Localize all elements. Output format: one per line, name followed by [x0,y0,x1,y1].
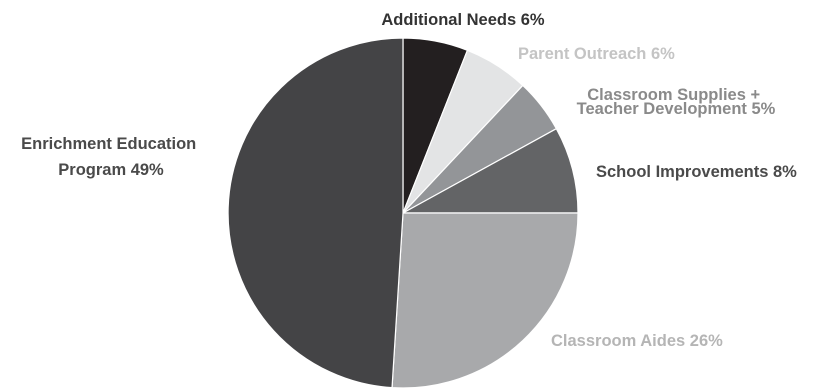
pie-slices [227,37,579,388]
label-classroom-supplies-line-1: Classroom Supplies + [587,86,760,104]
label-parent-outreach: Parent Outreach 6% [518,45,675,63]
pie-slice-enrichment-education-program-49 [227,37,404,388]
label-classroom-aides: Classroom Aides 26% [551,332,723,350]
label-enrichment-line-1: Enrichment Education [21,135,196,153]
label-classroom-supplies-line-2: Teacher Development 5% [577,100,776,118]
pie-slice-classroom-aides-26 [391,212,579,388]
label-enrichment-line-2: Program 49% [58,161,164,179]
label-enrichment-education: Enrichment Education Program 49% [21,135,201,179]
label-classroom-supplies: Classroom Supplies + Teacher Development… [577,86,776,118]
label-additional-needs: Additional Needs 6% [381,11,545,29]
label-school-improvements: School Improvements 8% [596,163,797,181]
